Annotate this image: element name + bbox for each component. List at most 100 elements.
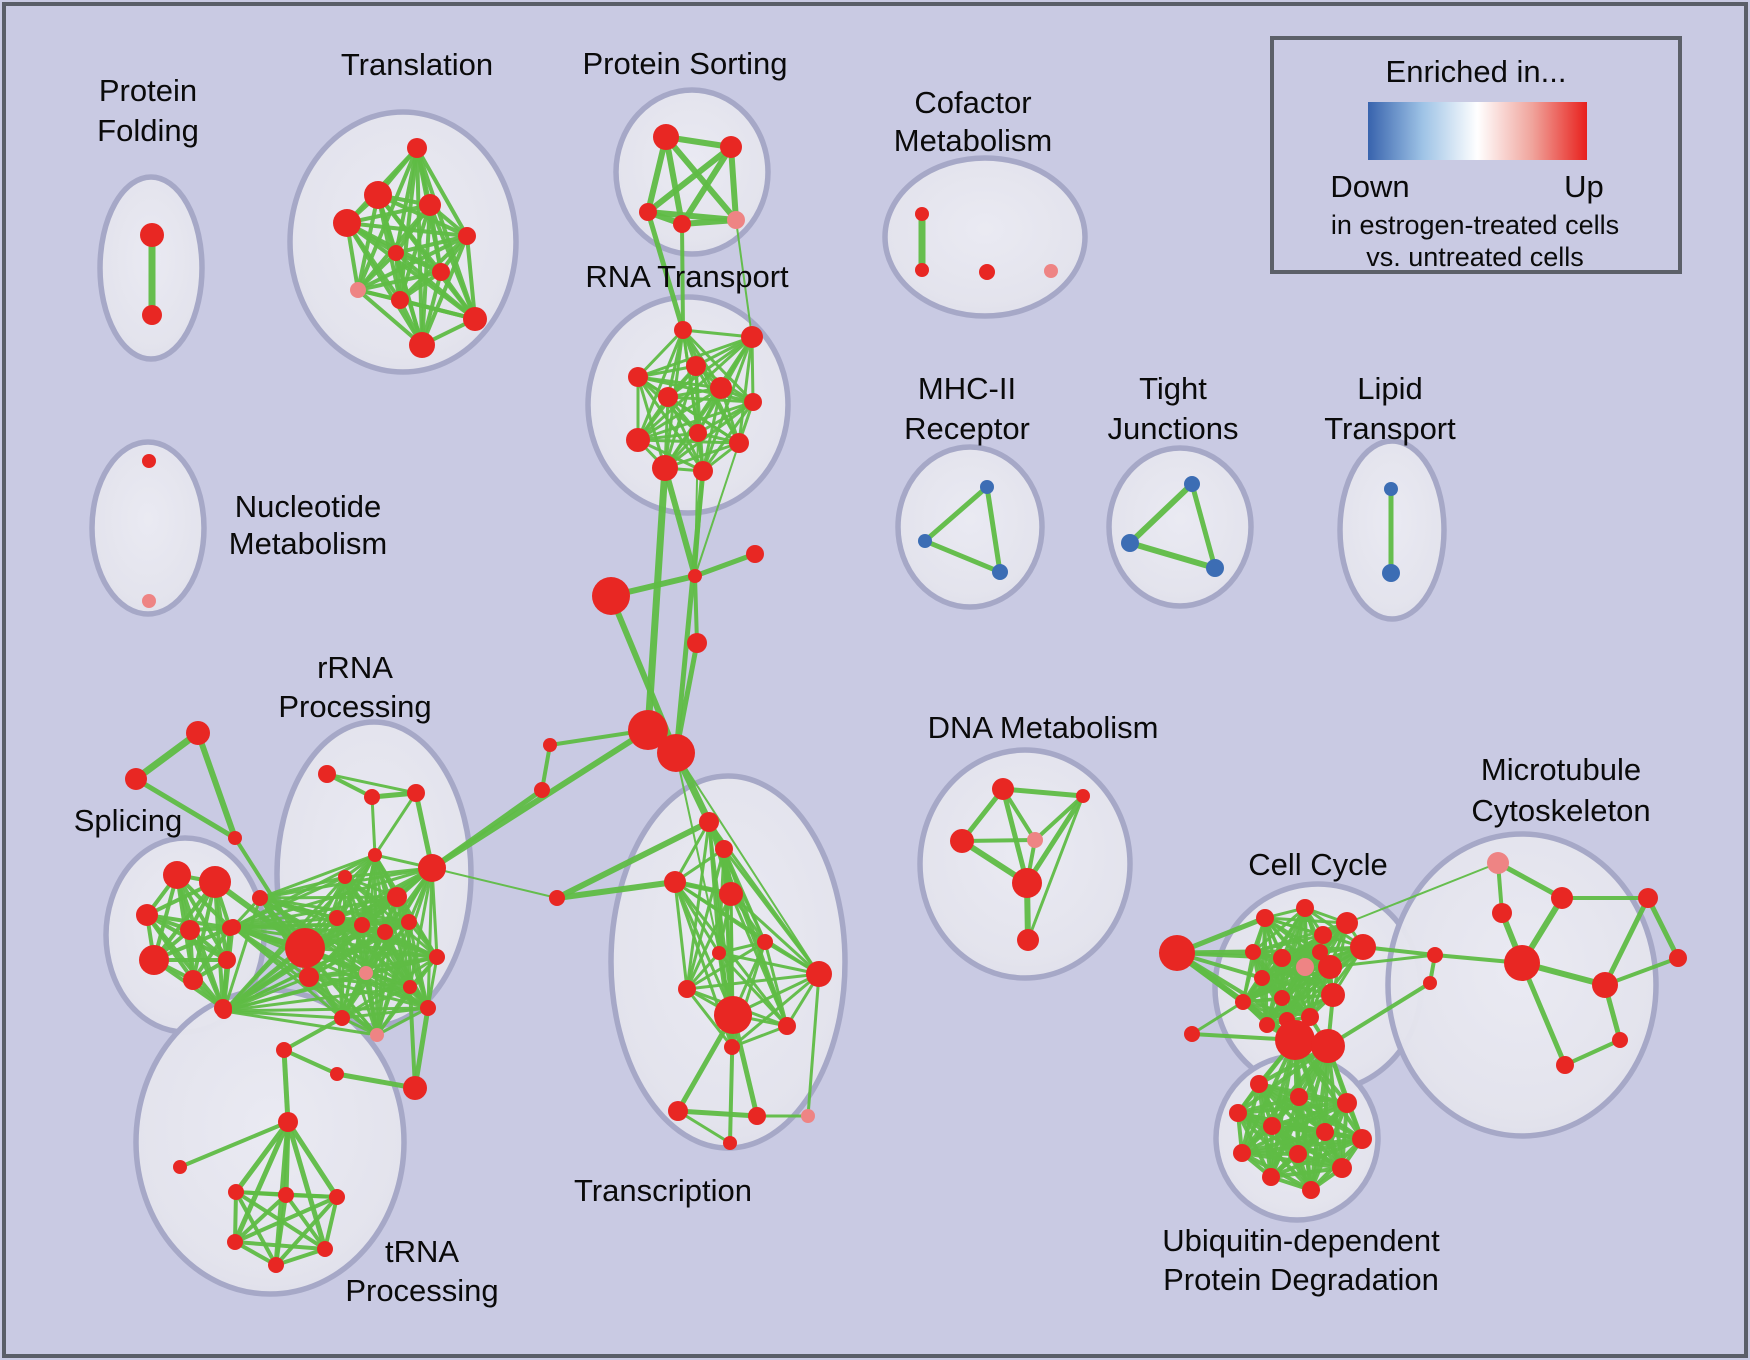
- overlap-edge: [1645, 895, 1681, 961]
- gene-set-node-x3: [664, 871, 686, 893]
- cluster-label-lipid-transport: Lipid: [1357, 371, 1423, 406]
- gene-set-node-lp1: [1384, 482, 1398, 496]
- overlap-edge: [729, 892, 821, 976]
- gene-set-node-cf1: [915, 207, 929, 221]
- gene-set-node-x12: [724, 1039, 740, 1055]
- gene-set-node-m4: [1504, 945, 1540, 981]
- overlap-edge: [373, 791, 418, 857]
- overlap-edge: [717, 951, 789, 1028]
- gene-set-node-x11: [778, 1017, 796, 1035]
- overlap-edge: [233, 836, 307, 950]
- gene-set-node-rr3: [407, 784, 425, 802]
- overlap-edge: [285, 1119, 340, 1200]
- overlap-edge: [334, 1071, 418, 1091]
- gene-set-node-u3: [1337, 1093, 1357, 1113]
- gene-set-node-cf4: [1044, 264, 1058, 278]
- overlap-edge: [258, 896, 411, 924]
- gene-set-node-rr18: [370, 1028, 384, 1042]
- overlap-edge: [730, 972, 821, 1049]
- overlap-edge: [1241, 933, 1325, 1004]
- overlap-edge: [364, 971, 379, 1037]
- gene-set-node-rr2: [364, 789, 380, 805]
- overlap-edge: [636, 386, 723, 442]
- overlap-edge: [222, 1009, 379, 1037]
- gene-set-node-t3: [419, 194, 441, 216]
- gene-set-node-u11: [1262, 1168, 1280, 1186]
- cluster-label-protein-sorting: Protein Sorting: [582, 46, 787, 81]
- gene-set-node-x10: [714, 996, 752, 1034]
- gene-set-node-t8: [350, 282, 366, 298]
- overlap-edge: [1127, 540, 1218, 571]
- cluster-label-trna-processing: tRNA: [385, 1234, 459, 1269]
- overlap-edge: [232, 1119, 291, 1245]
- gene-set-node-r2: [741, 326, 763, 348]
- overlap-edge: [431, 867, 558, 899]
- gene-set-node-x2: [715, 840, 733, 858]
- overlap-edge: [1033, 794, 1085, 842]
- overlap-edge: [1285, 950, 1322, 1022]
- overlap-edge: [426, 955, 439, 1010]
- gene-set-node-cc6: [1318, 955, 1342, 979]
- overlap-edge: [675, 752, 820, 975]
- overlap-edge: [701, 386, 723, 473]
- overlap-edge: [340, 971, 368, 1020]
- cluster-ellipse-trna-processing: [133, 987, 407, 1297]
- overlap-edge: [554, 879, 678, 901]
- overlap-edge: [663, 441, 741, 470]
- overlap-edge: [222, 1009, 344, 1020]
- gene-set-node-tr7: [276, 1042, 292, 1058]
- cluster-label-cell-cycle: Cell Cycle: [1248, 847, 1388, 882]
- overlap-edge: [673, 880, 689, 991]
- gene-set-node-cc8: [1254, 970, 1270, 986]
- overlap-edge: [285, 1119, 328, 1252]
- cluster-label-transcription: Transcription: [574, 1173, 752, 1208]
- gene-set-node-u10: [1332, 1158, 1352, 1178]
- gene-set-node-d2: [1076, 789, 1090, 803]
- gene-set-node-cc15: [1314, 926, 1332, 944]
- overlap-edge: [645, 144, 734, 215]
- overlap-edge: [663, 134, 685, 227]
- gene-set-node-tr2: [278, 1187, 294, 1203]
- gene-set-node-s2: [199, 866, 231, 898]
- overlap-edge: [233, 1190, 238, 1244]
- overlap-edge: [735, 219, 753, 338]
- overlap-edge: [465, 234, 477, 321]
- gene-set-node-rr10: [377, 924, 393, 940]
- cluster-label-mhc-ii-receptor: Receptor: [904, 411, 1030, 446]
- overlap-edge: [233, 1119, 291, 1195]
- gene-set-node-r7: [744, 393, 762, 411]
- gene-set-node-cc0: [1159, 935, 1195, 971]
- overlap-edge: [222, 975, 311, 1013]
- cluster-label-lipid-transport: Transport: [1324, 411, 1456, 446]
- overlap-edge: [685, 987, 734, 1049]
- overlap-edge: [1563, 1038, 1622, 1067]
- gene-set-node-u5: [1263, 1117, 1281, 1135]
- overlap-edge: [1236, 1111, 1313, 1192]
- overlap-edge: [335, 895, 399, 920]
- gene-set-node-s8: [218, 951, 236, 969]
- gene-set-node-tr3: [329, 1189, 345, 1205]
- overlap-edge: [356, 288, 424, 347]
- gene-set-node-t9: [391, 291, 409, 309]
- gene-set-node-r6: [710, 377, 732, 399]
- gene-set-node-rr6: [418, 854, 446, 882]
- gene-set-node-rr17: [420, 1000, 436, 1016]
- overlap-edge: [375, 1006, 430, 1037]
- overlap-edge: [307, 975, 412, 989]
- overlap-edge: [1251, 906, 1307, 954]
- gene-set-node-m5: [1427, 947, 1443, 963]
- gene-set-node-r12: [693, 461, 713, 481]
- overlap-edge: [922, 484, 990, 544]
- overlap-edge: [763, 940, 789, 1028]
- overlap-edge: [1269, 1166, 1344, 1179]
- gene-set-node-s6: [139, 945, 169, 975]
- gene-set-node-r10: [729, 433, 749, 453]
- overlap-edge: [722, 847, 789, 1028]
- overlap-edge: [231, 925, 311, 979]
- gene-set-node-sp1: [186, 721, 210, 745]
- gene-set-node-m10: [1556, 1056, 1574, 1074]
- gene-set-node-ub2: [1311, 1029, 1345, 1063]
- gene-set-node-x14: [748, 1107, 766, 1125]
- overlap-edge: [636, 375, 705, 473]
- overlap-edge: [364, 971, 430, 1010]
